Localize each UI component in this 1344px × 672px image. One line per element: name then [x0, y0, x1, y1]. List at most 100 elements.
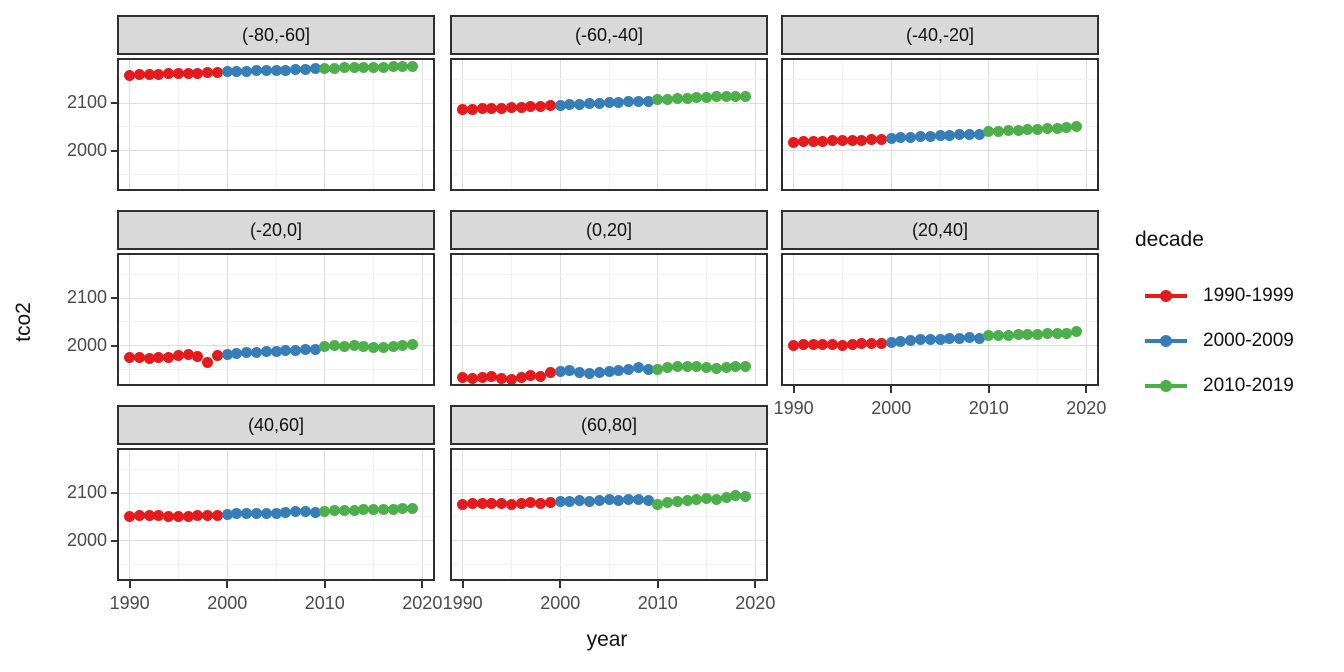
- data-point: [270, 345, 282, 357]
- data-point: [885, 132, 897, 144]
- gridline-y-minor: [783, 368, 1097, 370]
- data-point: [348, 340, 360, 352]
- data-point: [671, 496, 683, 508]
- x-axis-tick-label: 2020: [1066, 398, 1107, 418]
- data-point: [710, 363, 722, 375]
- gridline-y-major: [119, 102, 433, 104]
- gridline-y-major: [452, 297, 766, 299]
- data-point: [260, 508, 272, 520]
- x-axis-tick-label: 1990: [773, 398, 814, 418]
- data-point: [486, 497, 498, 509]
- facet-panel: [450, 448, 768, 581]
- data-point: [309, 63, 321, 75]
- data-point: [905, 335, 917, 347]
- data-point: [574, 366, 586, 378]
- data-point: [613, 365, 625, 377]
- data-point: [574, 495, 586, 507]
- legend-title: decade: [1135, 228, 1204, 251]
- data-point: [701, 362, 713, 374]
- x-axis-tick-label: 2020: [735, 593, 776, 613]
- data-point: [338, 62, 350, 74]
- data-point: [544, 100, 556, 112]
- data-point: [652, 498, 664, 510]
- point-icon: [1160, 380, 1172, 392]
- data-point: [632, 96, 644, 108]
- gridline-x-major: [793, 60, 795, 189]
- x-axis-tick: [656, 581, 659, 588]
- data-point: [846, 338, 858, 350]
- gridline-y-major: [119, 345, 433, 347]
- data-point: [807, 135, 819, 147]
- data-point: [486, 102, 498, 114]
- data-point: [505, 373, 517, 384]
- data-point: [1032, 328, 1044, 340]
- data-point: [358, 504, 370, 516]
- data-point: [535, 100, 547, 112]
- data-point: [827, 135, 839, 147]
- data-point: [299, 63, 311, 75]
- gridline-x-major: [793, 255, 795, 384]
- gridline-x-minor: [373, 255, 375, 384]
- data-point: [662, 93, 674, 105]
- data-point: [387, 340, 399, 352]
- legend-label: 2010-2019: [1203, 375, 1294, 396]
- gridline-x-major: [754, 60, 756, 189]
- data-point: [407, 60, 419, 72]
- data-point: [1022, 124, 1034, 136]
- data-point: [153, 69, 165, 81]
- data-point: [280, 345, 292, 357]
- gridline-x-major: [988, 255, 990, 384]
- gridline-x-minor: [510, 255, 512, 384]
- data-point: [457, 104, 469, 116]
- data-point: [993, 125, 1005, 137]
- data-point: [319, 63, 331, 75]
- legend-label: 1990-1999: [1203, 285, 1294, 306]
- data-point: [866, 134, 878, 146]
- data-point: [817, 135, 829, 147]
- data-point: [182, 348, 194, 360]
- gridline-x-minor: [275, 60, 277, 189]
- data-point: [358, 341, 370, 353]
- data-point: [905, 131, 917, 143]
- data-point: [309, 343, 321, 355]
- gridline-x-minor: [608, 60, 610, 189]
- x-axis-title: year: [586, 628, 628, 651]
- data-point: [1051, 122, 1063, 134]
- data-point: [280, 506, 292, 518]
- data-point: [192, 510, 204, 522]
- gridline-y-minor: [783, 126, 1097, 128]
- data-point: [642, 363, 654, 375]
- data-point: [593, 97, 605, 109]
- data-point: [407, 339, 419, 351]
- data-point: [250, 346, 262, 358]
- data-point: [730, 361, 742, 373]
- data-point: [730, 489, 742, 501]
- data-point: [662, 361, 674, 373]
- data-point: [211, 509, 223, 521]
- gridline-x-major: [324, 60, 326, 189]
- data-point: [993, 329, 1005, 341]
- data-point: [211, 350, 223, 362]
- data-point: [564, 99, 576, 111]
- data-point: [954, 129, 965, 141]
- data-point: [476, 372, 488, 384]
- gridline-y-major: [783, 345, 1097, 347]
- gridline-y-minor: [119, 468, 433, 470]
- gridline-y-minor: [452, 273, 766, 275]
- gridline-x-major: [657, 255, 659, 384]
- gridline-x-major: [988, 60, 990, 189]
- legend-entry-1990-1999: 1990-1999: [1135, 282, 1340, 310]
- data-point: [505, 498, 517, 510]
- gridline-y-major: [119, 297, 433, 299]
- data-point: [1061, 327, 1073, 339]
- gridline-x-major: [559, 450, 561, 579]
- data-point: [270, 64, 282, 76]
- data-point: [124, 510, 136, 522]
- x-axis-tick-label: 1990: [109, 593, 150, 613]
- data-point: [338, 504, 350, 516]
- data-point: [290, 344, 301, 356]
- gridline-y-minor: [119, 368, 433, 370]
- data-point: [593, 367, 605, 379]
- gridline-y-major: [783, 297, 1097, 299]
